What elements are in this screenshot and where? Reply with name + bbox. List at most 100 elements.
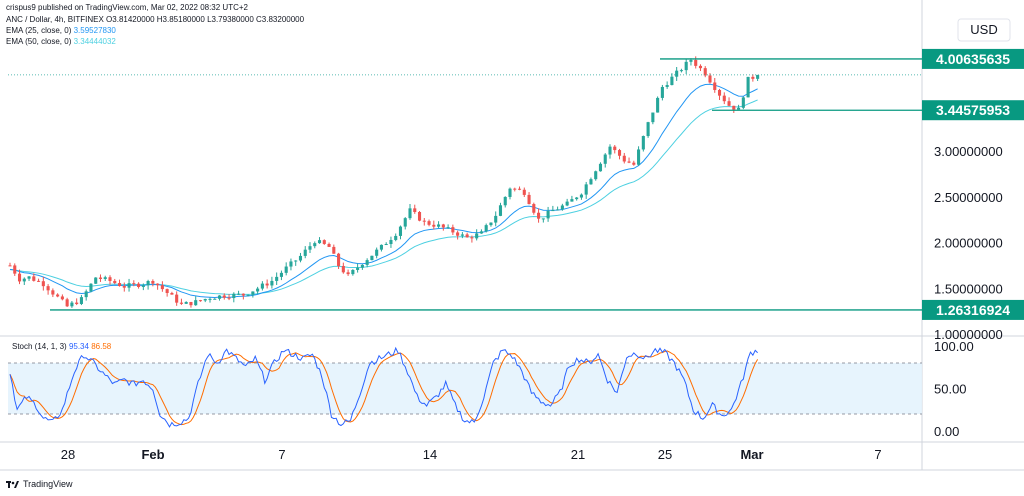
candle xyxy=(17,269,22,285)
candle xyxy=(127,278,131,292)
candle xyxy=(427,219,431,227)
candle-body xyxy=(708,75,712,83)
candle-body xyxy=(37,280,41,282)
tradingview-footer[interactable]: TradingView xyxy=(6,479,73,489)
candle-body xyxy=(103,277,107,279)
candle-body xyxy=(208,298,212,300)
candle xyxy=(694,56,698,69)
ohlc-high: H3.85180000 xyxy=(156,15,205,24)
candle-body xyxy=(122,286,126,288)
candle-body xyxy=(441,224,445,228)
stoch-legend[interactable]: Stoch (14, 1, 3) 95.34 86.58 xyxy=(12,342,111,351)
candle-body xyxy=(365,260,369,265)
currency-label[interactable]: USD xyxy=(970,22,997,37)
candle xyxy=(546,206,550,222)
candle-body xyxy=(560,205,564,210)
candle-body xyxy=(117,283,122,287)
level-price-tag-3[interactable]: 1.26316924 xyxy=(922,299,1024,320)
candle-body xyxy=(456,232,460,236)
candle xyxy=(375,247,379,259)
candle xyxy=(222,293,226,300)
candle-body xyxy=(537,212,541,219)
candle xyxy=(622,152,626,164)
candle xyxy=(398,225,403,240)
candle-body xyxy=(146,281,150,286)
candle xyxy=(170,291,174,295)
level-price-tag-1[interactable]: 4.00635635 xyxy=(922,48,1024,69)
candle-body xyxy=(613,146,617,151)
candle xyxy=(613,145,617,154)
candle-body xyxy=(489,222,493,226)
instrument-title: ANC / Dollar, 4h, BITFINEX xyxy=(6,15,104,24)
candle xyxy=(13,263,17,276)
candle-body xyxy=(98,277,103,279)
candle xyxy=(532,202,536,215)
candle xyxy=(113,278,117,285)
candle-body xyxy=(451,227,455,233)
candle-body xyxy=(89,283,93,292)
candle-body xyxy=(646,122,650,137)
candle xyxy=(384,242,388,246)
candle-body xyxy=(8,265,12,267)
candle xyxy=(98,274,103,282)
candle-body xyxy=(641,136,645,150)
candle-body xyxy=(665,85,669,87)
candle xyxy=(232,292,236,303)
candle xyxy=(422,217,426,226)
candle xyxy=(251,291,255,298)
candle xyxy=(208,297,212,303)
candle-body xyxy=(703,68,707,76)
candle-body xyxy=(722,95,726,102)
candle-body xyxy=(279,272,283,277)
candle-body xyxy=(632,162,636,165)
candle-body xyxy=(151,281,155,284)
time-tick-label: 7 xyxy=(874,447,881,462)
candle xyxy=(217,295,222,301)
candle-body xyxy=(684,61,688,71)
candle xyxy=(70,301,74,308)
candle-body xyxy=(17,273,22,282)
candle-body xyxy=(251,291,255,295)
candle xyxy=(665,81,669,89)
candle xyxy=(741,96,745,110)
candle xyxy=(627,157,631,164)
candle-body xyxy=(756,74,760,79)
candle-body xyxy=(498,205,503,216)
candle xyxy=(451,224,455,236)
ema50-line xyxy=(9,99,758,295)
candle xyxy=(322,239,326,245)
candle xyxy=(498,202,503,217)
candle xyxy=(146,279,150,290)
candle xyxy=(394,233,398,242)
candle xyxy=(260,281,264,291)
stoch-tick-label: 50.00 xyxy=(934,382,967,397)
candle xyxy=(513,187,517,192)
candle xyxy=(408,204,412,220)
candle-body xyxy=(651,112,655,123)
candle-body xyxy=(222,295,226,298)
candle xyxy=(194,296,198,306)
candle xyxy=(37,278,41,283)
candle-body xyxy=(546,210,550,219)
candle-body xyxy=(617,150,622,156)
candle-body xyxy=(360,264,364,268)
price-tick-label: 1.00000000 xyxy=(934,327,1003,342)
candle-body xyxy=(508,188,512,197)
instrument-header: ANC / Dollar, 4h, BITFINEX O3.81420000 H… xyxy=(6,15,304,24)
candle xyxy=(89,283,93,293)
candle-body xyxy=(627,161,631,163)
candle-body xyxy=(503,196,507,206)
publisher-line: crispus9 published on TradingView.com, M… xyxy=(6,3,248,12)
candle-body xyxy=(175,294,179,303)
candle xyxy=(103,275,107,281)
candle-body xyxy=(675,70,679,77)
candle-body xyxy=(584,184,588,195)
candle xyxy=(432,220,436,230)
price-tick-label: 1.50000000 xyxy=(934,281,1003,296)
ema25-legend[interactable]: EMA (25, close, 0) 3.59527830 xyxy=(6,26,116,35)
ema50-legend[interactable]: EMA (50, close, 0) 3.34444032 xyxy=(6,37,116,46)
level-tag-label: 3.44575953 xyxy=(936,102,1010,118)
candle-body xyxy=(589,179,593,185)
level-price-tag-2[interactable]: 3.44575953 xyxy=(922,100,1024,121)
candle-body xyxy=(203,298,207,301)
